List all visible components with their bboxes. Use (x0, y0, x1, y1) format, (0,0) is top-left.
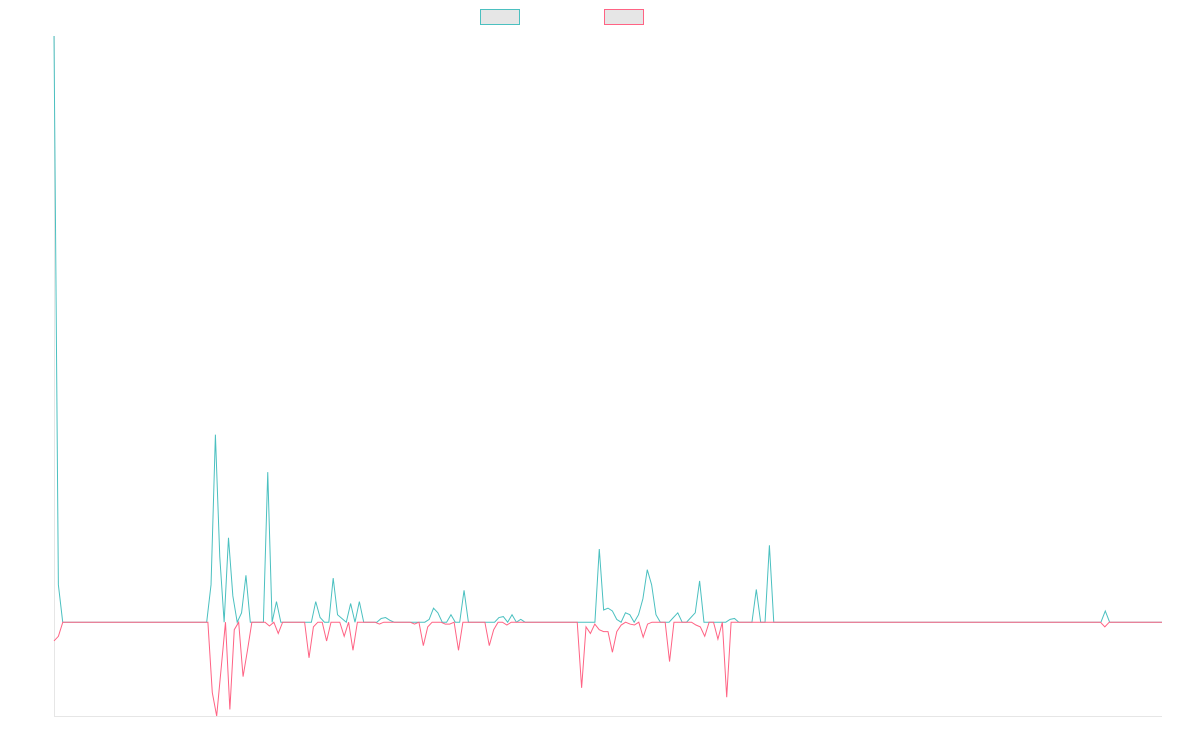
legend-swatch-negative (604, 9, 644, 25)
series-line-negative (53, 620, 1162, 717)
legend-item-positive[interactable] (480, 9, 526, 25)
series-line-positive (53, 35, 1162, 624)
chart-legend (0, 0, 1200, 34)
legend-swatch-positive (480, 9, 520, 25)
legend-item-negative[interactable] (604, 9, 650, 25)
series-layer (53, 35, 1162, 717)
chart-axes (54, 36, 1162, 717)
